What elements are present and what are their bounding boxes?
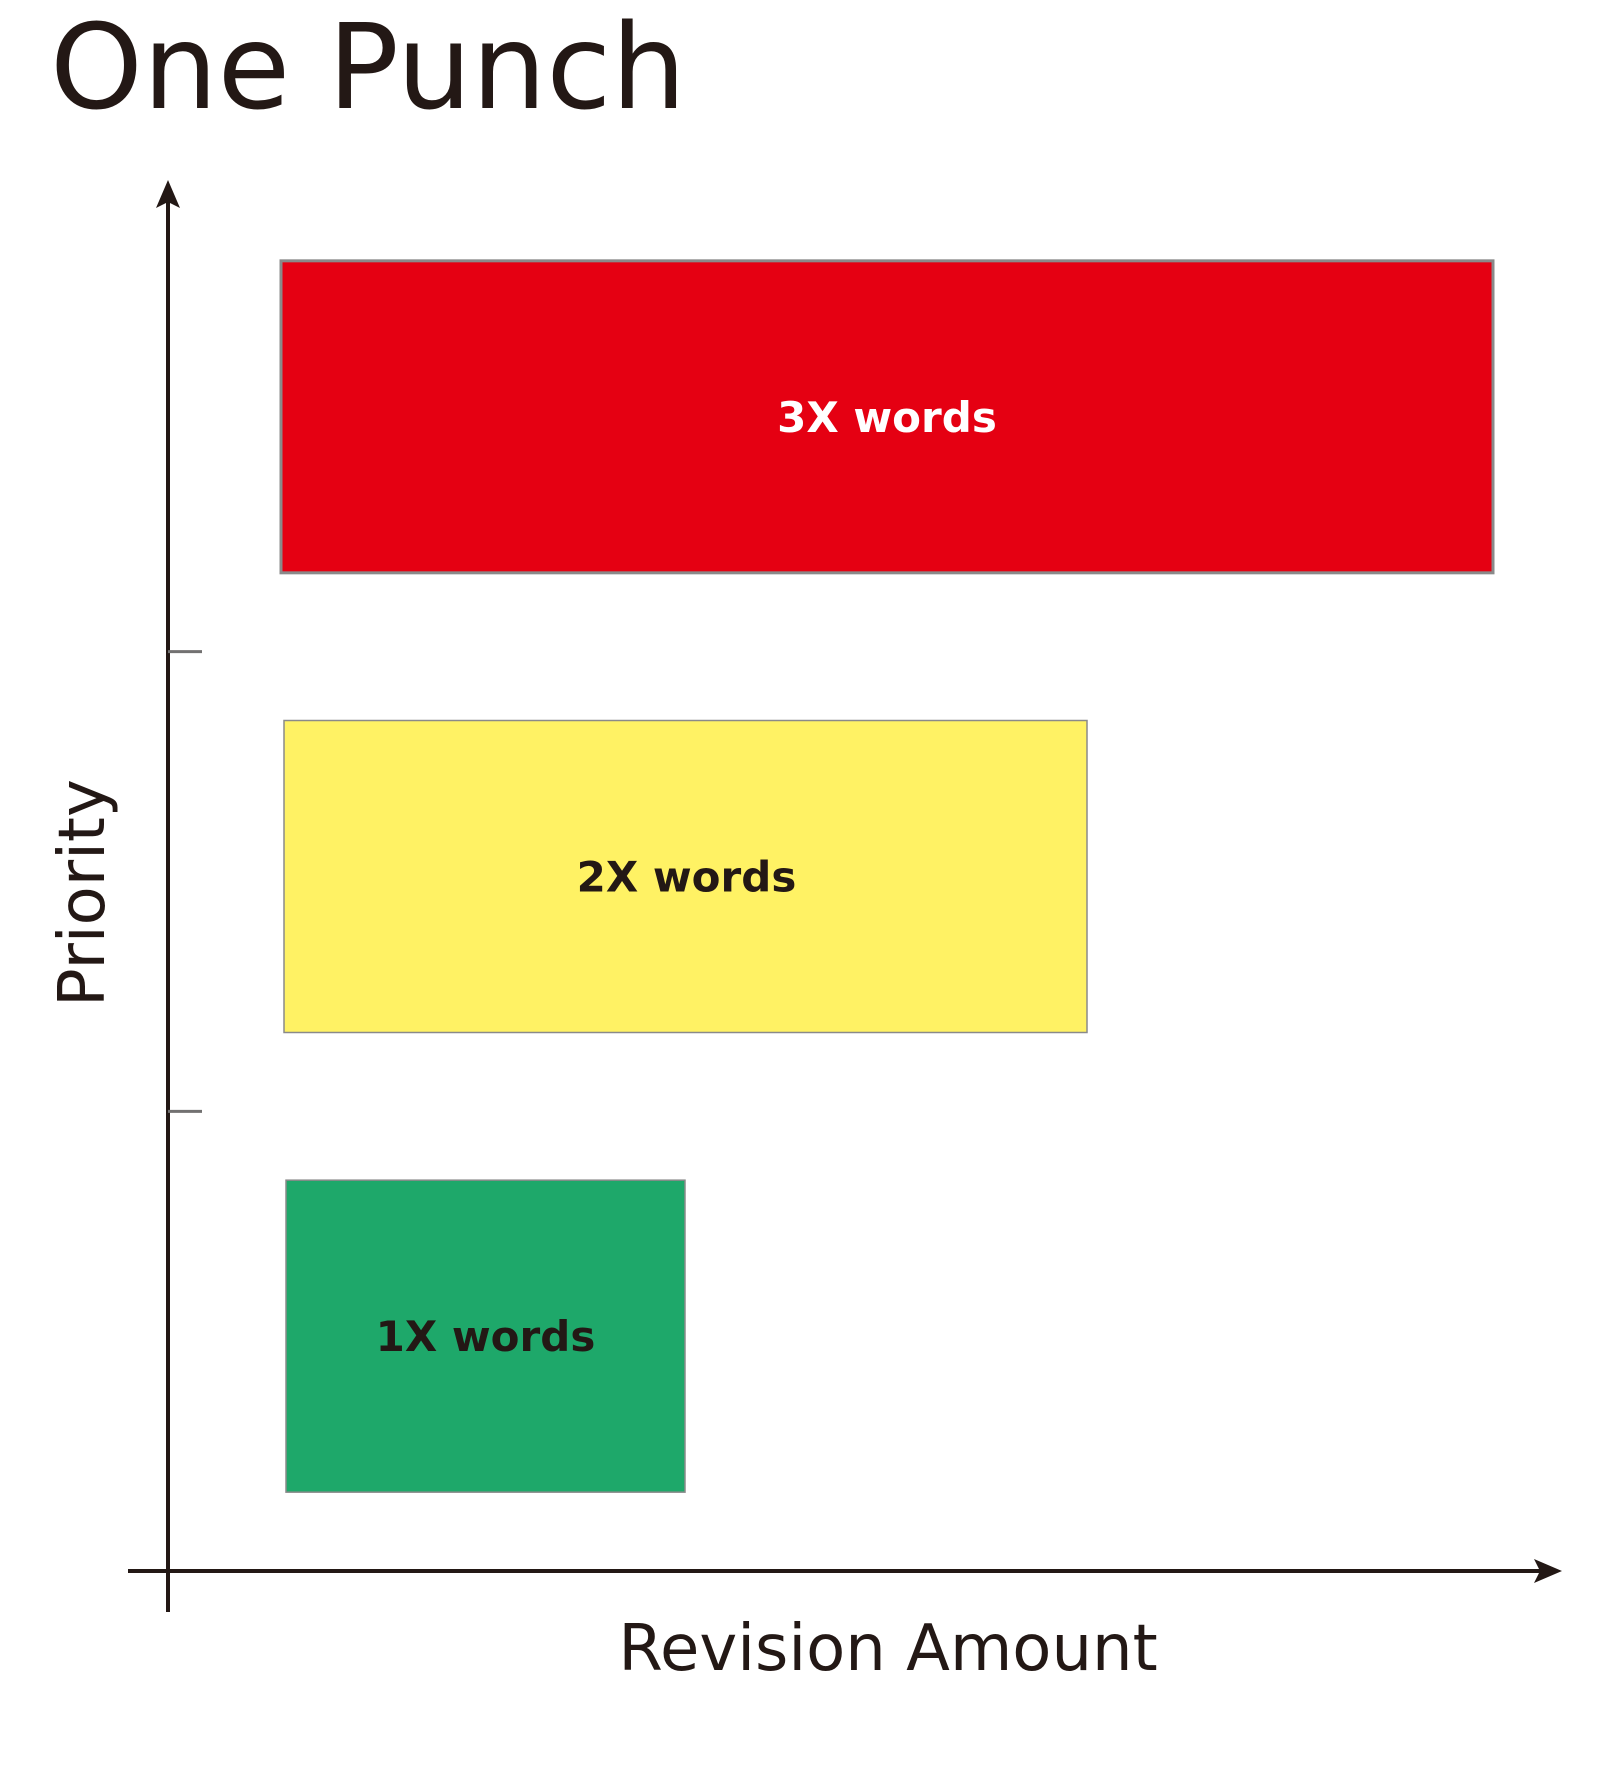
- bar-label-1x-words: 1X words: [376, 1312, 596, 1361]
- y-axis-arrow-icon: [156, 180, 180, 208]
- bar-label-2x-words: 2X words: [577, 853, 797, 902]
- y-axis-label: Priority: [46, 779, 120, 1007]
- ticks-layer: [168, 650, 202, 1113]
- bar-2x-words: [283, 719, 1088, 1034]
- x-axis-label: Revision Amount: [618, 1612, 1157, 1686]
- axes-layer: [128, 180, 1562, 1612]
- bar-label-3x-words: 3X words: [777, 393, 997, 442]
- bar-3x-words: [279, 259, 1495, 575]
- x-axis-arrow-icon: [1534, 1559, 1562, 1583]
- chart-title: One Punch: [50, 0, 686, 136]
- bars-layer: 3X words 2X words 1X words: [279, 259, 1495, 1493]
- bar-1x-words: [285, 1179, 686, 1493]
